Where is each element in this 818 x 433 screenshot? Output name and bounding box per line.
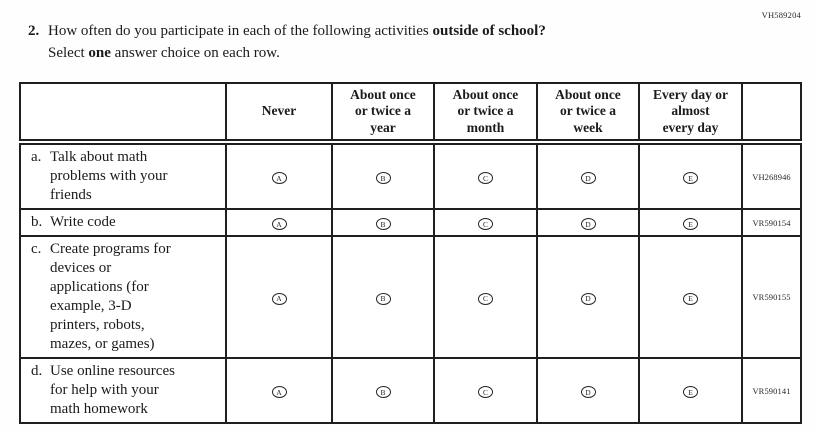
answer-bubble-b-year[interactable]: B [375, 218, 391, 231]
table-row-d: d. Use online resources for help with yo… [19, 357, 802, 424]
cell-c-everyday: E [638, 235, 743, 359]
answer-bubble-c-everyday[interactable]: E [683, 292, 698, 305]
column-header-once-twice-year: About once or twice a year [331, 82, 435, 145]
cell-b-month: C [433, 208, 538, 237]
question-line2-bold: one [88, 45, 111, 61]
cell-c-month: C [433, 235, 538, 359]
row-code-c: VR590155 [741, 235, 802, 359]
row-letter: c. [31, 241, 42, 257]
cell-a-everyday: E [638, 141, 743, 210]
cell-c-week: D [536, 235, 640, 359]
row-label-talk-math: a. Talk about math problems with your fr… [19, 141, 227, 210]
answer-bubble-c-never[interactable]: A [271, 292, 287, 305]
question-block: 2. How often do you participate in each … [28, 20, 648, 64]
answer-bubble-c-week[interactable]: D [580, 292, 596, 305]
row-letter: b. [31, 214, 43, 230]
question-number: 2. [28, 23, 40, 39]
column-header-once-twice-month: About once or twice a month [433, 82, 538, 145]
question-line2-regular1: Select [48, 45, 89, 61]
row-letter: a. [31, 149, 42, 165]
answer-bubble-d-never[interactable]: A [271, 386, 287, 399]
answer-bubble-b-month[interactable]: C [478, 218, 493, 231]
question-text: How often do you participate in each of … [48, 20, 546, 64]
cell-a-month: C [433, 141, 538, 210]
page-accession-code: VH589204 [761, 10, 801, 20]
answer-bubble-a-everyday[interactable]: E [683, 172, 698, 185]
cell-a-week: D [536, 141, 640, 210]
cell-a-never: A [225, 141, 333, 210]
column-header-every-day: Every day or almost every day [638, 82, 743, 145]
answer-bubble-d-week[interactable]: D [580, 386, 596, 399]
answer-bubble-a-month[interactable]: C [478, 172, 493, 185]
cell-d-week: D [536, 357, 640, 424]
question-line2-regular2: answer choice on each row. [110, 45, 280, 61]
answer-bubble-b-week[interactable]: D [580, 218, 596, 231]
table-row-c: c. Create programs for devices or applic… [19, 235, 802, 359]
answer-bubble-a-never[interactable]: A [271, 172, 287, 185]
row-letter: d. [31, 363, 43, 379]
answer-bubble-d-everyday[interactable]: E [683, 386, 698, 399]
row-label-online-resources: d. Use online resources for help with yo… [19, 357, 227, 424]
answer-bubble-b-everyday[interactable]: E [683, 218, 698, 231]
cell-d-year: B [331, 357, 435, 424]
question-line1-bold: outside of school? [432, 23, 546, 39]
answer-bubble-c-month[interactable]: C [478, 292, 493, 305]
row-code-a: VH268946 [741, 141, 802, 210]
cell-b-never: A [225, 208, 333, 237]
answer-bubble-d-year[interactable]: B [375, 386, 391, 399]
answer-bubble-a-week[interactable]: D [580, 172, 596, 185]
answer-bubble-b-never[interactable]: A [271, 218, 287, 231]
table-row-b: b. Write code A B C D E VR590154 [19, 208, 802, 237]
header-row: Never About once or twice a year About o… [19, 82, 802, 145]
row-label-write-code: b. Write code [19, 208, 227, 237]
cell-c-year: B [331, 235, 435, 359]
answer-bubble-d-month[interactable]: C [478, 386, 493, 399]
row-code-b: VR590154 [741, 208, 802, 237]
cell-d-everyday: E [638, 357, 743, 424]
code-header-cell [741, 82, 802, 145]
cell-d-never: A [225, 357, 333, 424]
cell-b-everyday: E [638, 208, 743, 237]
row-code-d: VR590141 [741, 357, 802, 424]
question-line1-regular: How often do you participate in each of … [48, 23, 433, 39]
table-row-a: a. Talk about math problems with your fr… [19, 141, 802, 210]
activity-frequency-table: Never About once or twice a year About o… [19, 82, 802, 424]
answer-bubble-a-year[interactable]: B [375, 172, 391, 185]
column-header-once-twice-week: About once or twice a week [536, 82, 640, 145]
cell-b-year: B [331, 208, 435, 237]
column-header-never: Never [225, 82, 333, 145]
answer-bubble-c-year[interactable]: B [375, 292, 391, 305]
cell-a-year: B [331, 141, 435, 210]
row-label-create-programs: c. Create programs for devices or applic… [19, 235, 227, 359]
cell-c-never: A [225, 235, 333, 359]
cell-b-week: D [536, 208, 640, 237]
corner-header-cell [19, 82, 227, 145]
cell-d-month: C [433, 357, 538, 424]
